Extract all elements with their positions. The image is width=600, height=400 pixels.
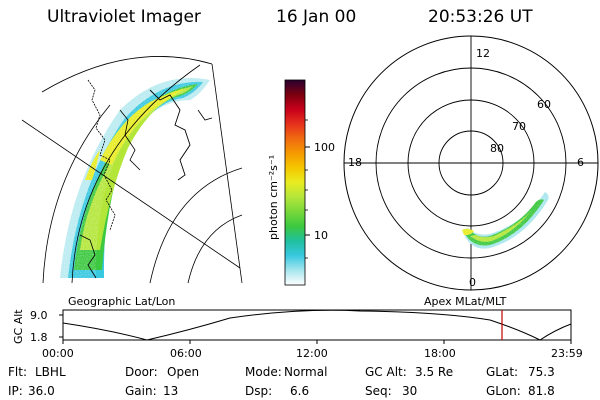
mlt-label-18: 18 — [348, 156, 362, 169]
aurora-oval-mlt — [462, 192, 549, 249]
colorbar-tick-10: 10 — [314, 229, 328, 242]
glat-value: 75.3 — [528, 365, 555, 379]
instrument-title: Ultraviolet Imager — [47, 7, 201, 27]
geographic-map — [21, 56, 243, 284]
flt-key: Flt: — [8, 365, 27, 379]
colorbar — [284, 79, 310, 286]
glat-key: GLat: — [486, 365, 519, 379]
door-value: Open — [167, 365, 200, 379]
mlt-label-6: 6 — [577, 156, 584, 169]
door-key: Door: — [125, 365, 158, 379]
colorbar-scale — [284, 79, 306, 286]
mode-value: Normal — [284, 365, 328, 379]
gain-value: 13 — [163, 384, 179, 398]
timeline-xtick-2359: 23:59 — [551, 347, 583, 360]
dsp-value: 6.6 — [290, 384, 310, 398]
timeline-ylabel: GC Alt — [12, 309, 25, 344]
glon-key: GLon: — [486, 384, 521, 398]
timeline-xtick-0000: 00:00 — [42, 347, 74, 360]
gcalt-key: GC Alt: — [365, 365, 407, 379]
ip-key: IP: — [8, 384, 23, 398]
mlt-label-0: 0 — [469, 276, 476, 289]
seq-key: Seq: — [365, 384, 392, 398]
geographic-caption: Geographic Lat/Lon — [68, 295, 176, 308]
polar-map — [343, 35, 599, 291]
time-label: 20:53:26 UT — [428, 7, 533, 27]
ip-value: 36.0 — [28, 384, 55, 398]
gain-key: Gain: — [125, 384, 157, 398]
timeline-xtick-1200: 12:00 — [296, 347, 328, 360]
aurora-oval-geographic — [60, 63, 242, 279]
date-label: 16 Jan 00 — [276, 7, 357, 27]
altitude-timeline — [59, 309, 572, 344]
mode-key: Mode: — [245, 365, 282, 379]
seq-value: 30 — [402, 384, 418, 398]
flt-value: LBHL — [35, 365, 66, 379]
dsp-key: Dsp: — [245, 384, 273, 398]
timeline-xtick-1800: 18:00 — [424, 347, 456, 360]
colorbar-tick-100: 100 — [314, 141, 335, 154]
gcalt-value: 3.5 Re — [415, 365, 454, 379]
timeline-xtick-0600: 06:00 — [170, 347, 202, 360]
lat-label-70: 70 — [512, 120, 526, 133]
timeline-ytick-low: 1.8 — [30, 331, 48, 344]
mlt-label-12: 12 — [476, 47, 490, 60]
lat-label-60: 60 — [537, 98, 551, 111]
timeline-ytick-high: 9.0 — [30, 309, 48, 322]
glon-value: 81.8 — [528, 384, 555, 398]
colorbar-label: photon cm⁻²s⁻¹ — [267, 154, 280, 240]
lat-label-80: 80 — [490, 142, 504, 155]
apex-caption: Apex MLat/MLT — [424, 295, 507, 308]
